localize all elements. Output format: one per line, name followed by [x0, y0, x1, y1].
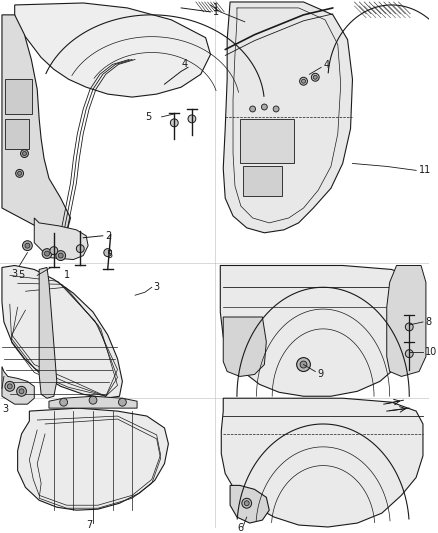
Circle shape [405, 350, 413, 358]
Text: 1: 1 [212, 7, 219, 17]
Polygon shape [2, 367, 34, 404]
Circle shape [20, 127, 24, 131]
Text: 3: 3 [2, 404, 8, 414]
Circle shape [56, 251, 66, 261]
Circle shape [45, 251, 49, 256]
Bar [240, 119, 294, 164]
Circle shape [21, 150, 28, 158]
Circle shape [273, 106, 279, 112]
Circle shape [60, 398, 67, 406]
Text: 1: 1 [213, 3, 219, 13]
Text: 8: 8 [425, 317, 431, 327]
Polygon shape [223, 2, 353, 233]
Text: 11: 11 [419, 165, 431, 175]
Circle shape [7, 384, 12, 389]
Polygon shape [15, 3, 211, 97]
Text: 5: 5 [145, 112, 152, 122]
Bar [243, 166, 282, 196]
Text: 3: 3 [12, 270, 18, 279]
Circle shape [42, 249, 52, 259]
Text: 6: 6 [237, 523, 243, 533]
Circle shape [16, 169, 24, 177]
Polygon shape [2, 15, 71, 233]
Circle shape [89, 396, 97, 404]
Circle shape [18, 172, 21, 175]
Circle shape [17, 386, 26, 396]
Text: 3: 3 [154, 282, 160, 292]
Circle shape [250, 106, 255, 112]
Bar [5, 119, 29, 149]
Circle shape [302, 79, 305, 83]
Circle shape [22, 241, 32, 251]
Circle shape [58, 253, 63, 258]
Circle shape [22, 151, 26, 156]
Circle shape [18, 125, 25, 133]
Polygon shape [49, 396, 137, 408]
Text: 1: 1 [64, 270, 70, 280]
Polygon shape [223, 317, 266, 376]
Text: 10: 10 [425, 346, 437, 357]
Circle shape [313, 75, 317, 79]
Circle shape [76, 245, 84, 253]
Polygon shape [2, 265, 122, 398]
Polygon shape [220, 265, 423, 396]
Circle shape [261, 104, 267, 110]
Circle shape [104, 249, 112, 256]
Circle shape [244, 501, 249, 506]
Bar [5, 79, 32, 114]
Circle shape [405, 323, 413, 331]
Polygon shape [39, 268, 57, 398]
Polygon shape [34, 218, 88, 260]
Circle shape [188, 115, 196, 123]
Text: 7: 7 [86, 520, 92, 530]
Polygon shape [387, 265, 426, 376]
Text: 4: 4 [181, 59, 187, 69]
Circle shape [16, 102, 20, 106]
Polygon shape [221, 398, 423, 527]
Circle shape [311, 74, 319, 81]
Text: 9: 9 [317, 369, 323, 379]
Circle shape [297, 358, 311, 372]
Polygon shape [230, 486, 269, 523]
Text: 5: 5 [106, 249, 112, 260]
Circle shape [300, 77, 307, 85]
Polygon shape [18, 408, 168, 510]
Circle shape [50, 247, 58, 255]
Circle shape [170, 119, 178, 127]
Text: 5: 5 [18, 270, 25, 280]
Circle shape [19, 389, 24, 394]
Text: 2: 2 [106, 231, 112, 241]
Circle shape [300, 361, 307, 368]
Circle shape [14, 100, 21, 108]
Text: 4: 4 [323, 60, 329, 70]
Circle shape [118, 398, 126, 406]
Circle shape [25, 243, 30, 248]
Circle shape [242, 498, 252, 508]
Circle shape [5, 382, 15, 391]
